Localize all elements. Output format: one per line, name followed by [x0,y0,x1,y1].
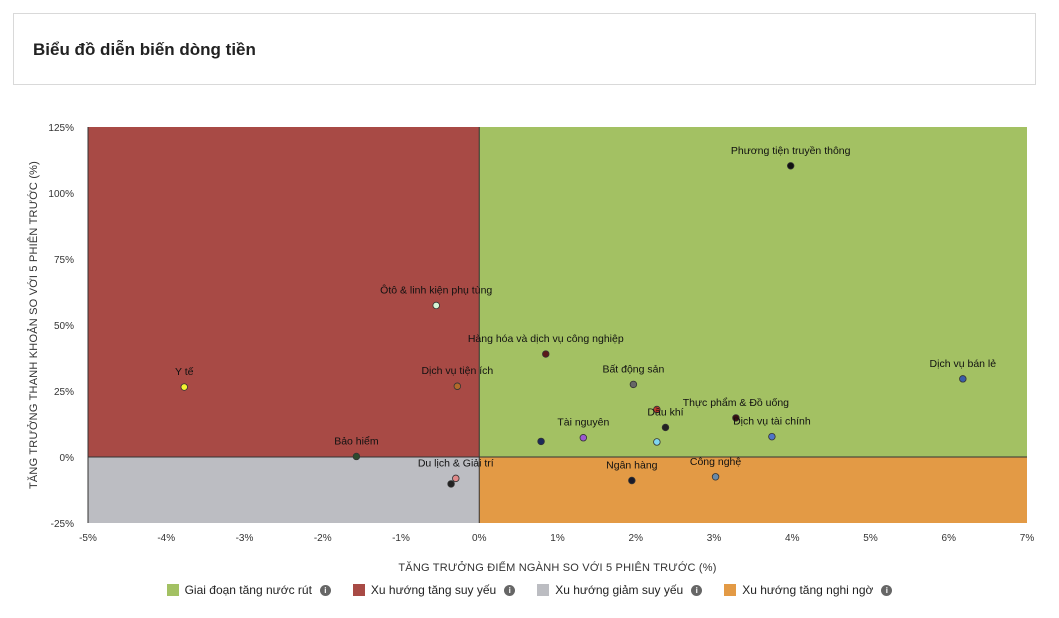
point-label: Thực phẩm & Đồ uống [683,397,789,409]
point-label: Dịch vụ bán lẻ [930,358,997,370]
info-icon[interactable]: i [881,584,893,596]
y-tick-label: 75% [54,255,74,266]
y-tick-label: -25% [51,519,74,530]
legend: Giai đoạn tăng nước rút i Xu hướng tăng … [0,580,1059,600]
legend-swatch [352,584,365,596]
data-point [711,473,720,481]
x-axis-title: TĂNG TRƯỞNG ĐIỂM NGÀNH SO VỚI 5 PHIÊN TR… [398,561,716,574]
data-point [579,434,588,442]
data-point [452,474,460,483]
data-point [629,380,638,389]
legend-item-tang-nghi-ngo[interactable]: Xu hướng tăng nghi ngờ i [724,583,893,597]
data-point [180,383,188,391]
y-tick-label: 125% [48,123,74,134]
point-label: Du lịch & Giải trí [418,457,494,469]
data-point [628,476,636,485]
y-tick-label: 25% [54,387,74,398]
legend-label: Xu hướng giảm suy yếu [555,583,684,597]
data-point [661,423,670,432]
data-point [542,350,550,358]
data-point [447,480,455,488]
point-label: Dịch vụ tài chính [733,416,811,428]
point-label: Dịch vụ tiện ích [421,365,493,377]
point-label: Y tế [175,366,194,378]
x-tick-label: 4% [785,533,800,544]
x-tick-label: 3% [707,533,722,544]
legend-label: Giai đoạn tăng nước rút [184,583,312,597]
x-tick-label: 5% [863,533,878,544]
y-tick-label: 50% [54,321,74,332]
x-tick-label: 6% [942,533,957,544]
info-icon[interactable]: i [319,584,331,596]
data-point [786,162,795,170]
y-axis-title: TĂNG TRƯỞNG THANH KHOẢN SO VỚI 5 PHIÊN T… [27,161,40,489]
legend-swatch [537,584,550,596]
legend-item-tang-suy-yeu[interactable]: Xu hướng tăng suy yếu i [352,583,516,597]
chart-header-card: Biểu đồ diễn biến dòng tiền [13,13,1036,85]
x-tick-label: -1% [392,533,410,544]
x-tick-label: -4% [157,533,175,544]
x-tick-label: 2% [629,533,644,544]
legend-swatch [166,584,179,596]
y-tick-label: 100% [48,189,74,200]
x-tick-label: 7% [1020,533,1035,544]
data-point [537,437,545,446]
point-label: Bất động sản [602,363,664,375]
data-point [768,432,776,441]
info-icon[interactable]: i [504,584,516,596]
quadrant-bottom-right [479,457,1027,523]
data-point [653,405,661,414]
data-point [453,382,462,390]
x-tick-label: -2% [314,533,332,544]
point-label: Tài nguyên [557,417,609,429]
info-icon[interactable]: i [691,584,703,596]
legend-label: Xu hướng tăng nghi ngờ [742,583,874,597]
data-point [352,452,361,461]
quadrant-top-left [88,127,480,457]
point-label: Phương tiện truyền thông [731,145,851,157]
data-point [653,438,661,446]
data-point [432,301,440,310]
x-tick-label: 0% [472,533,487,544]
legend-swatch [724,584,737,596]
point-label: Hàng hóa và dịch vụ công nghiệp [468,333,624,345]
legend-item-tang-nuoc-rut[interactable]: Giai đoạn tăng nước rút i [166,583,331,597]
point-label: Bảo hiểm [334,435,379,447]
point-label: Công nghệ [690,456,742,468]
x-tick-label: -5% [79,533,97,544]
y-tick-label: 0% [60,453,75,464]
x-tick-label: -3% [236,533,254,544]
chart-title: Biểu đồ diễn biến dòng tiền [33,40,256,59]
data-point [959,375,967,383]
quadrant-top-right [479,127,1027,457]
legend-label: Xu hướng tăng suy yếu [370,583,497,597]
point-label: Dầu khí [647,406,683,418]
point-label: Ôtô & linh kiện phụ tùng [380,283,492,296]
quadrant-bottom-left [88,457,480,523]
legend-item-giam-suy-yeu[interactable]: Xu hướng giảm suy yếu i [537,583,703,597]
point-label: Ngân hàng [606,459,658,471]
x-tick-label: 1% [550,533,565,544]
data-point [732,414,740,422]
